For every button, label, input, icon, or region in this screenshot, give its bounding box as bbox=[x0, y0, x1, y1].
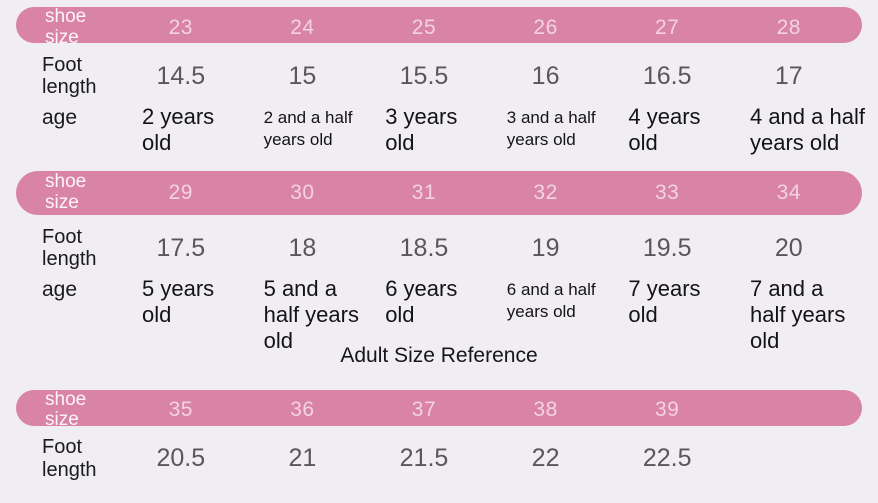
size-cell: 25 bbox=[411, 15, 437, 39]
foot-length-value: 18 bbox=[288, 233, 317, 262]
foot-length-value: 21 bbox=[288, 444, 317, 473]
age-cell: 2 and a half years old bbox=[263, 108, 353, 150]
shoe-size-label: shoe size bbox=[45, 388, 87, 431]
age-cell: 6 and a half years old bbox=[506, 280, 596, 322]
foot-length-label: Foot length bbox=[42, 436, 97, 481]
age-cell: 3 and a half years old bbox=[506, 108, 596, 150]
shoe-size-bar-3: shoe size 35 36 37 38 39 bbox=[16, 389, 862, 430]
size-cell: 24 bbox=[290, 15, 315, 39]
age-label: age bbox=[42, 278, 78, 301]
age-cell: 4 and a half years old bbox=[749, 104, 865, 155]
foot-length-value: 19 bbox=[531, 233, 560, 262]
foot-length-value: 17.5 bbox=[156, 233, 206, 262]
size-cell: 35 bbox=[168, 398, 193, 422]
foot-length-row-2: Foot length 17.5 18 18.5 19 19.5 20 bbox=[0, 225, 878, 271]
age-row-2: age 5 years old 5 and a half years old 6… bbox=[0, 271, 878, 354]
adult-size-reference-title: Adult Size Reference bbox=[340, 343, 538, 367]
shoe-size-label: shoe size bbox=[45, 171, 87, 213]
age-cell: 5 years old bbox=[142, 276, 215, 327]
age-cell: 5 and a half years old bbox=[263, 276, 359, 353]
foot-length-label: Foot length bbox=[42, 225, 97, 270]
size-cell: 28 bbox=[776, 15, 801, 39]
size-cell: 23 bbox=[168, 15, 193, 39]
age-cell: 4 years old bbox=[628, 104, 701, 155]
foot-length-value: 21.5 bbox=[399, 444, 449, 473]
foot-length-value: 20.5 bbox=[156, 444, 206, 473]
age-row-1: age 2 years old 2 and a half years old 3… bbox=[0, 99, 878, 157]
age-label: age bbox=[42, 106, 78, 129]
shoe-size-bar-2: shoe size 29 30 31 32 33 34 bbox=[16, 171, 862, 215]
size-cell: 37 bbox=[411, 398, 437, 422]
size-cell: 34 bbox=[776, 181, 801, 204]
foot-length-value: 19.5 bbox=[642, 233, 692, 262]
size-cell: 36 bbox=[290, 398, 315, 422]
foot-length-row-3: Foot length 20.5 21 21.5 22 22.5 bbox=[0, 436, 878, 482]
foot-length-value: 17 bbox=[774, 61, 803, 90]
foot-length-value: 22 bbox=[531, 444, 560, 473]
size-cell: 31 bbox=[411, 181, 437, 204]
age-cell: 6 years old bbox=[385, 276, 458, 327]
foot-length-value: 22.5 bbox=[642, 444, 692, 473]
foot-length-value: 15 bbox=[288, 61, 317, 90]
size-cell: 27 bbox=[654, 15, 680, 39]
foot-length-value: 15.5 bbox=[399, 61, 449, 90]
age-cell: 7 and a half years old bbox=[749, 276, 846, 353]
size-cell: 33 bbox=[654, 181, 680, 204]
shoe-size-bar-1: shoe size 23 24 25 26 27 28 bbox=[16, 6, 862, 47]
size-cell: 29 bbox=[168, 181, 193, 204]
size-cell: 30 bbox=[290, 181, 315, 204]
age-cell: 3 years old bbox=[385, 104, 458, 155]
foot-length-row-1: Foot length 14.5 15 15.5 16 16.5 17 bbox=[0, 53, 878, 99]
age-cell: 2 years old bbox=[142, 104, 215, 155]
size-cell: 38 bbox=[533, 398, 558, 422]
shoe-size-label: shoe size bbox=[45, 6, 87, 48]
size-cell: 39 bbox=[654, 398, 680, 422]
foot-length-value: 18.5 bbox=[399, 233, 449, 262]
foot-length-value: 16.5 bbox=[642, 61, 692, 90]
foot-length-value: 20 bbox=[774, 233, 803, 262]
foot-length-label: Foot length bbox=[42, 53, 97, 98]
foot-length-value: 16 bbox=[531, 61, 560, 90]
foot-length-value: 14.5 bbox=[156, 61, 206, 90]
size-cell: 26 bbox=[533, 15, 558, 39]
size-cell: 32 bbox=[533, 181, 558, 204]
age-cell: 7 years old bbox=[628, 276, 701, 327]
